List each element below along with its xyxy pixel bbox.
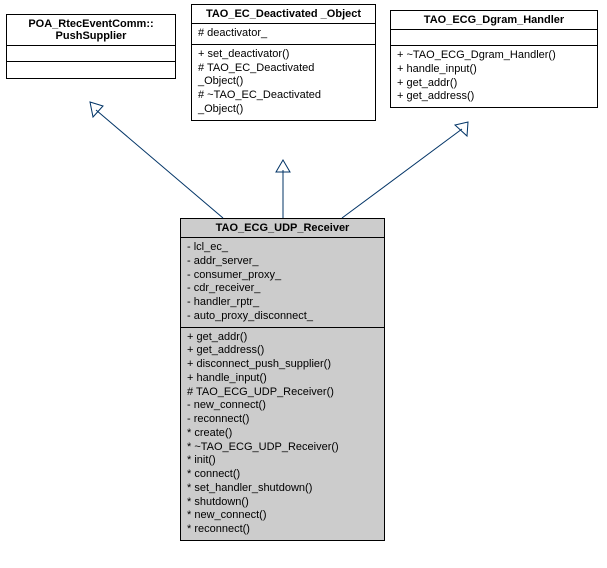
class-dgram-handler: TAO_ECG_Dgram_Handler + ~TAO_ECG_Dgram_H… <box>390 10 598 108</box>
class-attrs <box>391 30 597 46</box>
class-title: TAO_EC_Deactivated _Object <box>192 5 375 24</box>
class-deactivated-object: TAO_EC_Deactivated _Object # deactivator… <box>191 4 376 121</box>
class-ops <box>7 62 175 78</box>
class-title: TAO_ECG_Dgram_Handler <box>391 11 597 30</box>
class-udp-receiver: TAO_ECG_UDP_Receiver - lcl_ec_ - addr_se… <box>180 218 385 541</box>
class-attrs: - lcl_ec_ - addr_server_ - consumer_prox… <box>181 238 384 328</box>
class-ops: + ~TAO_ECG_Dgram_Handler() + handle_inpu… <box>391 46 597 107</box>
edge-receiver-to-deact <box>276 160 290 218</box>
class-attrs <box>7 46 175 62</box>
edge-receiver-to-dgram <box>342 122 468 218</box>
class-title: TAO_ECG_UDP_Receiver <box>181 219 384 238</box>
class-ops: + get_addr() + get_address() + disconnec… <box>181 328 384 540</box>
class-poa-push-supplier: POA_RtecEventComm:: PushSupplier <box>6 14 176 79</box>
class-ops: + set_deactivator() # TAO_EC_Deactivated… <box>192 45 375 120</box>
class-title: POA_RtecEventComm:: PushSupplier <box>7 15 175 46</box>
class-attrs: # deactivator_ <box>192 24 375 45</box>
